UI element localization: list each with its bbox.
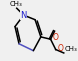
Text: CH₃: CH₃ — [9, 1, 22, 7]
Text: O: O — [57, 44, 63, 53]
Text: CH₃: CH₃ — [64, 46, 77, 52]
Text: O: O — [52, 33, 58, 42]
Text: N: N — [20, 11, 27, 20]
